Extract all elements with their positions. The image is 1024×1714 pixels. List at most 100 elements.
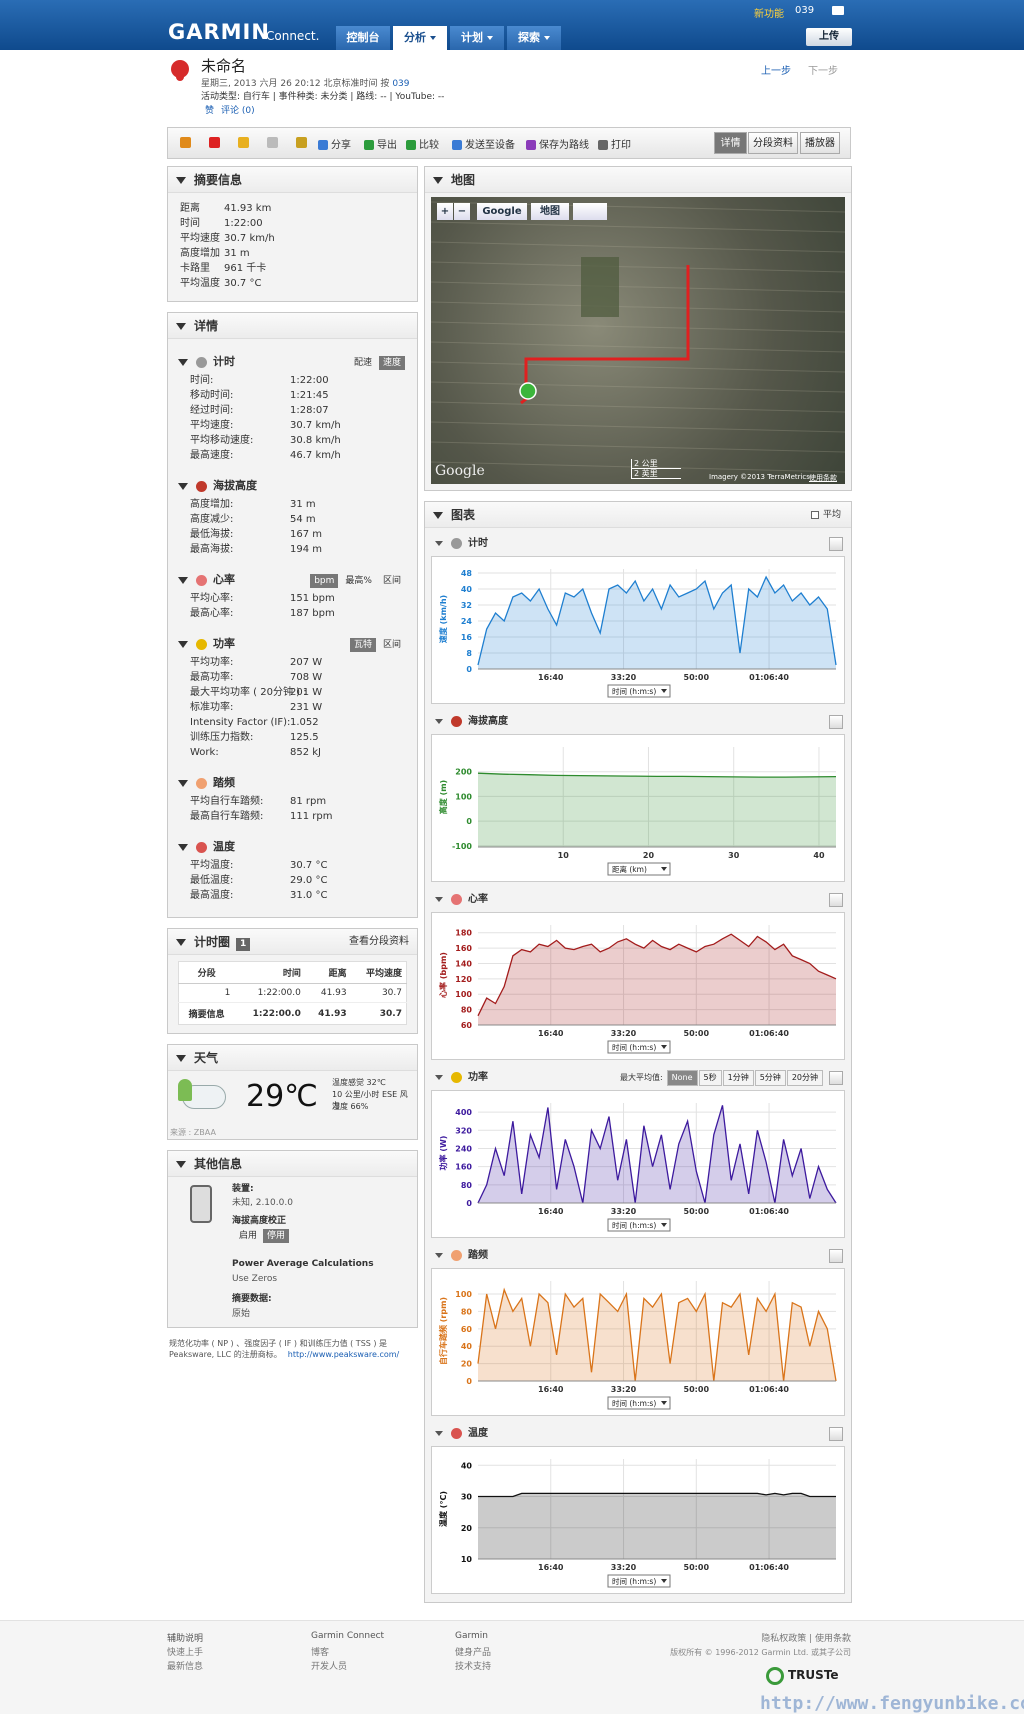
chart: 0 8 16 24 32 40 48 16:40 33:20 50:00 01:06:40 速度 (k…: [431, 556, 845, 704]
collapse-arrow[interactable]: [435, 896, 443, 902]
upload-button[interactable]: 上传: [806, 28, 852, 46]
nav-tab[interactable]: 分析: [393, 26, 447, 50]
footer-link[interactable]: 博客: [311, 1648, 330, 1658]
prev-link[interactable]: 上一步: [761, 66, 791, 77]
tool-icon[interactable]: [209, 137, 220, 148]
nav-tab[interactable]: 计划: [450, 26, 504, 50]
x-axis-select[interactable]: [607, 1040, 671, 1054]
like-link[interactable]: 赞: [205, 106, 215, 116]
zoom-in[interactable]: +: [437, 203, 453, 220]
average-toggle[interactable]: 平均: [810, 502, 841, 528]
tool-action[interactable]: 比较: [406, 136, 439, 151]
expand-button[interactable]: [829, 715, 843, 729]
unit-toggle[interactable]: bpm: [310, 574, 339, 588]
collapse-arrow[interactable]: [176, 1161, 186, 1168]
tool-action[interactable]: 导出: [364, 136, 397, 151]
x-axis-select[interactable]: [607, 1396, 671, 1410]
x-axis-select[interactable]: [607, 684, 671, 698]
user-menu[interactable]: 039: [795, 5, 815, 16]
unit-toggle[interactable]: 配速: [353, 358, 372, 368]
tool-action[interactable]: 保存为路线: [526, 136, 589, 151]
collapse-arrow[interactable]: [178, 482, 188, 490]
collapse-arrow[interactable]: [435, 1252, 443, 1258]
collapse-arrow[interactable]: [178, 843, 188, 851]
collapse-arrow[interactable]: [176, 177, 186, 184]
max-average-option[interactable]: 1分钟: [722, 1070, 754, 1086]
lap-link[interactable]: 查看分段资料: [349, 936, 409, 947]
collapse-arrow[interactable]: [178, 358, 188, 366]
y-tick-label: 80: [461, 1006, 473, 1015]
collapse-arrow[interactable]: [176, 939, 186, 946]
tool-icon[interactable]: [238, 137, 249, 148]
layer-select[interactable]: [573, 203, 607, 220]
y-tick-label: 240: [455, 1144, 472, 1153]
unit-toggle[interactable]: 速度: [378, 356, 405, 370]
unit-toggle[interactable]: 区间: [382, 576, 401, 586]
collapse-arrow[interactable]: [178, 640, 188, 648]
collapse-arrow[interactable]: [435, 540, 443, 546]
collapse-arrow[interactable]: [433, 512, 443, 519]
collapse-arrow[interactable]: [435, 718, 443, 724]
tool-action[interactable]: 打印: [598, 136, 631, 151]
mail-icon[interactable]: [832, 6, 844, 15]
detail-label: 最高速度:: [190, 450, 234, 461]
max-average-option[interactable]: 5分钟: [754, 1070, 786, 1086]
next-link[interactable]: 下一步: [808, 66, 838, 77]
tool-icon[interactable]: [267, 137, 278, 148]
elev-button[interactable]: 停用: [263, 1229, 290, 1243]
footer-link[interactable]: 最新信息: [167, 1662, 204, 1672]
unit-toggle[interactable]: 瓦特: [349, 638, 376, 652]
footer-legal-links[interactable]: 隐私权政策 | 使用条款: [761, 1634, 851, 1644]
detail-row: Work: 852 kJ: [178, 745, 407, 760]
tool-icon[interactable]: [180, 137, 191, 148]
provider-select[interactable]: Google: [477, 203, 527, 220]
collapse-arrow[interactable]: [178, 576, 188, 584]
summary-label: 平均速度: [180, 233, 220, 244]
view-tab[interactable]: 分段资料: [748, 132, 798, 154]
owner-link[interactable]: 039: [392, 79, 410, 89]
detail-row: 训练压力指数: 125.5: [178, 730, 407, 745]
collapse-arrow[interactable]: [176, 1055, 186, 1062]
new-feature-link[interactable]: 新功能: [754, 9, 784, 20]
collapse-arrow[interactable]: [178, 779, 188, 787]
expand-button[interactable]: [829, 537, 843, 551]
footer-link[interactable]: 健身产品: [455, 1648, 492, 1658]
footer-link[interactable]: 技术支持: [455, 1662, 492, 1672]
expand-button[interactable]: [829, 1249, 843, 1263]
max-average-option[interactable]: None: [666, 1070, 698, 1086]
view-select[interactable]: 地图: [531, 203, 569, 220]
detail-row: 高度减少: 54 m: [178, 512, 407, 527]
expand-button[interactable]: [829, 1427, 843, 1441]
x-tick-label: 20: [643, 851, 655, 860]
x-axis-select[interactable]: [607, 1574, 671, 1588]
footer-link[interactable]: 快速上手: [167, 1648, 204, 1658]
footer-link[interactable]: 开发人员: [311, 1662, 348, 1672]
unit-toggle[interactable]: 区间: [382, 640, 401, 650]
map-terms[interactable]: 使用条款: [809, 474, 837, 482]
weather-line: 温度感觉 32℃: [332, 1078, 386, 1087]
max-average-option[interactable]: 20分钟: [786, 1070, 823, 1086]
chart-icon: [451, 537, 462, 549]
view-tab[interactable]: 播放器: [800, 132, 840, 154]
x-axis-select[interactable]: [607, 862, 671, 876]
nav-tab[interactable]: 探索: [507, 26, 561, 50]
comment-link[interactable]: 评论 (0): [221, 106, 255, 116]
expand-button[interactable]: [829, 1071, 843, 1085]
max-average-option[interactable]: 5秒: [698, 1070, 722, 1086]
nav-tab[interactable]: 控制台: [336, 26, 390, 50]
expand-button[interactable]: [829, 893, 843, 907]
tool-action[interactable]: 分享: [318, 136, 351, 151]
activity-title[interactable]: 未命名: [201, 57, 247, 75]
unit-toggle[interactable]: 最高%: [345, 576, 372, 586]
view-tab[interactable]: 详情: [714, 132, 747, 154]
collapse-arrow[interactable]: [433, 177, 443, 184]
collapse-arrow[interactable]: [435, 1430, 443, 1436]
zoom-out[interactable]: −: [454, 203, 470, 220]
tool-action[interactable]: 发送至设备: [452, 136, 515, 151]
collapse-arrow[interactable]: [435, 1074, 443, 1080]
x-axis-select[interactable]: [607, 1218, 671, 1232]
tool-icon[interactable]: [296, 137, 307, 148]
footnote-link[interactable]: http://www.peaksware.com/: [287, 1350, 400, 1359]
elev-button[interactable]: 启用: [239, 1231, 258, 1241]
collapse-arrow[interactable]: [176, 323, 186, 330]
